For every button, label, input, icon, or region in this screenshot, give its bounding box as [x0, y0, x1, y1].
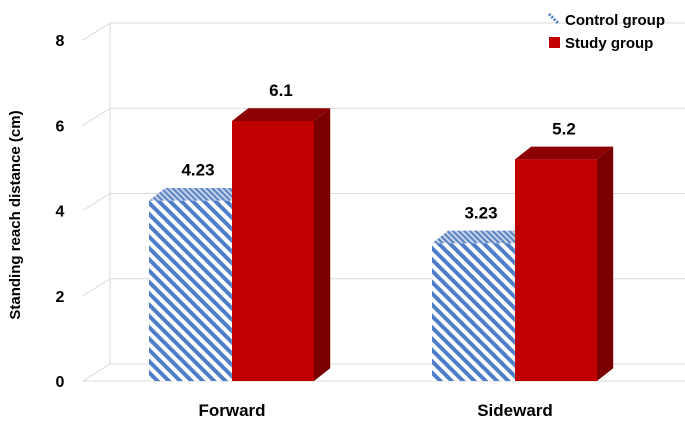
legend-label: Control group	[565, 12, 665, 29]
data-label: 6.1	[269, 81, 293, 100]
y-tick-label: 4	[56, 204, 65, 221]
data-label: 3.23	[464, 203, 497, 222]
y-tick-label: 6	[56, 118, 65, 135]
data-label: 4.23	[181, 161, 214, 180]
legend-label: Study group	[565, 35, 653, 52]
bar-top-face	[149, 187, 248, 201]
bar-side-face	[597, 146, 614, 381]
x-tick-label: Sideward	[477, 401, 553, 420]
bar-layer	[149, 108, 614, 382]
bar-top-face	[515, 146, 614, 160]
y-tick-label: 8	[56, 33, 65, 50]
gridline-diagonal	[82, 363, 111, 382]
bar-study-group-sideward	[515, 159, 597, 381]
bar-control-group-forward	[149, 200, 231, 381]
bar-study-group-forward	[232, 120, 314, 382]
gridline-diagonal	[82, 193, 111, 211]
gridline-diagonal	[82, 107, 111, 126]
y-tick-label: 0	[56, 374, 65, 391]
y-axis-label: Standing reach distance (cm)	[7, 110, 24, 319]
bar-control-group-sideward	[432, 243, 514, 381]
label-layer: 0 2 4 6 8 Forward 4.23 6.1 Sideward 3.23 5.2	[56, 33, 576, 420]
legend-swatch-study-icon	[549, 37, 560, 48]
bar-top-face	[432, 230, 531, 244]
legend-swatch-control-icon	[547, 12, 561, 26]
x-tick-label: Forward	[198, 401, 265, 420]
data-label: 5.2	[552, 119, 576, 138]
legend: Control group Study group	[547, 12, 665, 52]
gridline-diagonal	[82, 278, 111, 297]
y-tick-label: 2	[56, 289, 65, 306]
gridline-diagonal	[82, 22, 111, 41]
bar-top-face	[232, 108, 331, 121]
bar-side-face	[314, 108, 331, 382]
